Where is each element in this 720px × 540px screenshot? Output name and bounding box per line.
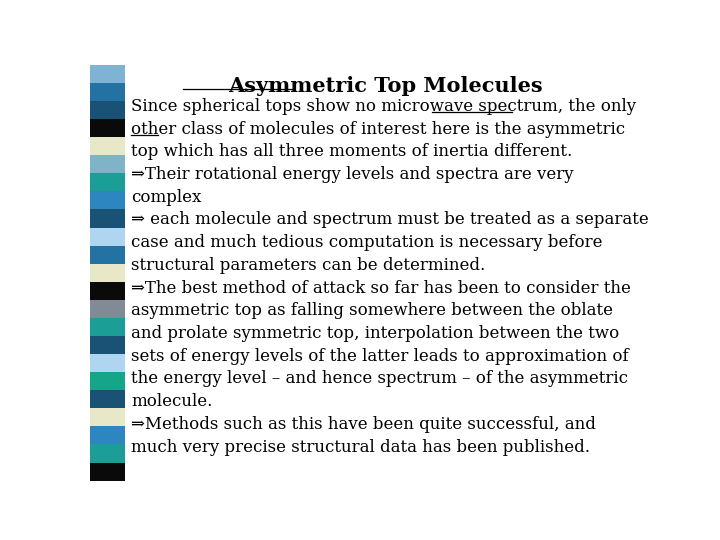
Text: top which has all three moments of inertia different.: top which has all three moments of inert… (131, 143, 572, 160)
Bar (90, 408, 125, 427)
Bar (90, 155, 125, 173)
Text: molecule.: molecule. (131, 393, 212, 410)
Text: asymmetric top as falling somewhere between the oblate: asymmetric top as falling somewhere betw… (131, 302, 613, 319)
Bar (90, 390, 125, 408)
Text: other class of molecules of interest here is the asymmetric: other class of molecules of interest her… (131, 120, 625, 138)
Bar (90, 264, 125, 282)
Text: structural parameters can be determined.: structural parameters can be determined. (131, 257, 485, 274)
Bar (90, 427, 125, 444)
Bar (90, 282, 125, 300)
Bar (90, 191, 125, 210)
Text: ⇒ each molecule and spectrum must be treated as a separate: ⇒ each molecule and spectrum must be tre… (131, 212, 649, 228)
Text: sets of energy levels of the latter leads to approximation of: sets of energy levels of the latter lead… (131, 348, 629, 365)
Bar (90, 65, 125, 83)
Bar (90, 372, 125, 390)
Text: ⇒Their rotational energy levels and spectra are very: ⇒Their rotational energy levels and spec… (131, 166, 574, 183)
Text: Since spherical tops show no microwave spectrum, the only: Since spherical tops show no microwave s… (131, 98, 636, 115)
Bar (90, 444, 125, 463)
Bar (90, 210, 125, 227)
Text: much very precise structural data has been published.: much very precise structural data has be… (131, 438, 590, 456)
Bar (90, 101, 125, 119)
Bar (90, 246, 125, 264)
Text: ⇒The best method of attack so far has been to consider the: ⇒The best method of attack so far has be… (131, 280, 631, 296)
Bar (90, 463, 125, 481)
Bar (90, 137, 125, 155)
Bar (90, 227, 125, 246)
Bar (90, 336, 125, 354)
Bar (90, 83, 125, 101)
Text: complex: complex (131, 189, 202, 206)
Text: ⇒Methods such as this have been quite successful, and: ⇒Methods such as this have been quite su… (131, 416, 596, 433)
Bar (90, 354, 125, 372)
Bar (90, 318, 125, 336)
Bar (90, 119, 125, 137)
Text: case and much tedious computation is necessary before: case and much tedious computation is nec… (131, 234, 603, 251)
Text: the energy level – and hence spectrum – of the asymmetric: the energy level – and hence spectrum – … (131, 370, 628, 388)
Text: and prolate symmetric top, interpolation between the two: and prolate symmetric top, interpolation… (131, 325, 619, 342)
Bar (90, 173, 125, 191)
Bar (90, 300, 125, 318)
Text: Asymmetric Top Molecules: Asymmetric Top Molecules (228, 76, 543, 96)
